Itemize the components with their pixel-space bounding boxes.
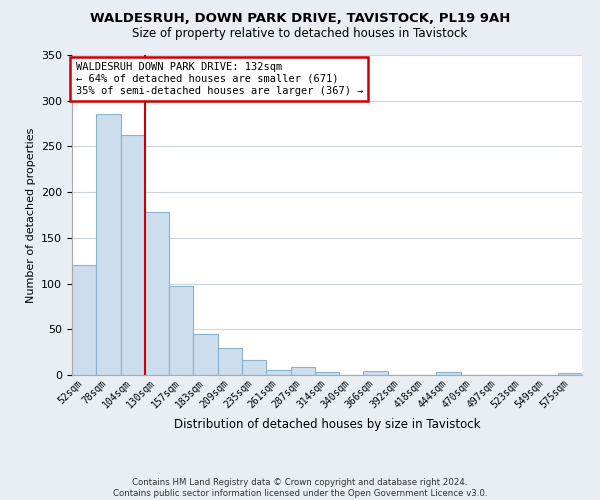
X-axis label: Distribution of detached houses by size in Tavistock: Distribution of detached houses by size … <box>174 418 480 431</box>
Bar <box>96 114 121 375</box>
Bar <box>218 348 242 375</box>
Y-axis label: Number of detached properties: Number of detached properties <box>26 128 35 302</box>
Text: WALDESRUH, DOWN PARK DRIVE, TAVISTOCK, PL19 9AH: WALDESRUH, DOWN PARK DRIVE, TAVISTOCK, P… <box>90 12 510 26</box>
Bar <box>364 372 388 375</box>
Bar <box>193 334 218 375</box>
Bar <box>145 212 169 375</box>
Bar <box>315 372 339 375</box>
Bar <box>121 134 145 375</box>
Bar <box>558 373 582 375</box>
Text: Size of property relative to detached houses in Tavistock: Size of property relative to detached ho… <box>133 28 467 40</box>
Text: WALDESRUH DOWN PARK DRIVE: 132sqm
← 64% of detached houses are smaller (671)
35%: WALDESRUH DOWN PARK DRIVE: 132sqm ← 64% … <box>76 62 363 96</box>
Bar <box>242 360 266 375</box>
Bar <box>266 370 290 375</box>
Text: Contains HM Land Registry data © Crown copyright and database right 2024.
Contai: Contains HM Land Registry data © Crown c… <box>113 478 487 498</box>
Bar <box>72 266 96 375</box>
Bar <box>290 367 315 375</box>
Bar <box>436 372 461 375</box>
Bar <box>169 286 193 375</box>
